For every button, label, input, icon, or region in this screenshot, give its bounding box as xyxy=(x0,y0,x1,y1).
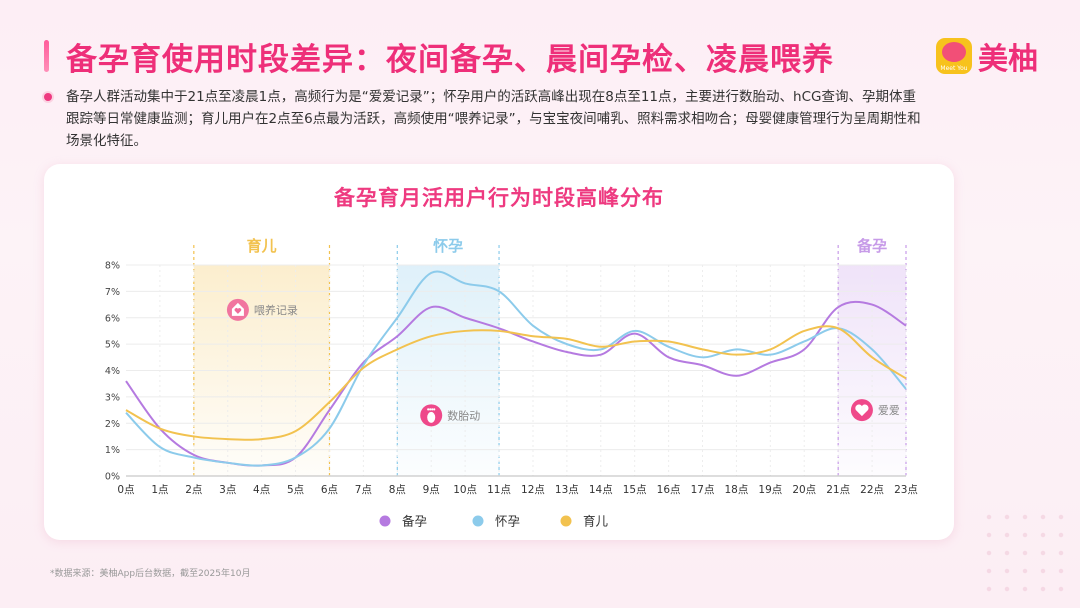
x-tick-label: 16点 xyxy=(657,484,681,496)
legend-swatch xyxy=(379,515,391,527)
chart-title: 备孕育月活用户行为时段高峰分布 xyxy=(334,186,664,210)
x-tick-label: 9点 xyxy=(423,484,440,496)
page-title: 备孕育使用时段差异：夜间备孕、晨间孕检、凌晨喂养 xyxy=(66,42,834,78)
legend-label: 怀孕 xyxy=(495,514,520,529)
x-tick-label: 23点 xyxy=(894,484,918,496)
x-tick-label: 4点 xyxy=(253,484,270,496)
y-tick-label: 3% xyxy=(105,392,120,403)
series-line xyxy=(125,325,907,441)
legend-swatch xyxy=(560,515,572,527)
y-tick-label: 0% xyxy=(105,472,120,483)
y-tick-label: 1% xyxy=(105,445,120,456)
foot-toe xyxy=(431,408,434,411)
x-tick-label: 11点 xyxy=(487,484,511,496)
foot-sole xyxy=(427,411,436,423)
foot-toe xyxy=(433,408,436,411)
y-tick-label: 8% xyxy=(105,261,120,272)
series-line xyxy=(125,270,907,467)
x-tick-label: 10点 xyxy=(453,484,477,496)
y-tick-label: 5% xyxy=(105,340,120,351)
x-tick-label: 15点 xyxy=(623,484,647,496)
brand-name: 美柚 xyxy=(978,42,1038,77)
x-tick-label: 22点 xyxy=(860,484,884,496)
x-tick-label: 12点 xyxy=(521,484,545,496)
band-label: 怀孕 xyxy=(433,237,463,255)
band-label: 备孕 xyxy=(856,237,887,255)
x-tick-label: 1点 xyxy=(151,484,168,496)
brand-small-text: Meet You xyxy=(940,65,968,72)
foot-toe xyxy=(429,408,432,411)
bullet-dot-icon xyxy=(44,93,52,101)
y-tick-label: 2% xyxy=(105,419,120,430)
x-tick-label: 3点 xyxy=(219,484,236,496)
x-tick-label: 14点 xyxy=(589,484,613,496)
x-tick-label: 21点 xyxy=(826,484,850,496)
x-tick-label: 19点 xyxy=(758,484,782,496)
x-tick-label: 20点 xyxy=(792,484,816,496)
data-source-note: *数据来源：美柚App后台数据，截至2025年10月 xyxy=(50,569,251,579)
x-tick-label: 8点 xyxy=(389,484,406,496)
small-heart xyxy=(234,308,242,314)
annotation-label: 爱爱 xyxy=(878,404,900,417)
x-tick-label: 6点 xyxy=(321,484,338,496)
summary-text: 备孕人群活动集中于21点至凌晨1点，高频行为是“爱爱记录”；怀孕用户的活跃高峰出… xyxy=(66,89,921,149)
x-tick-label: 2点 xyxy=(185,484,202,496)
foot-toe xyxy=(427,408,430,411)
y-tick-label: 6% xyxy=(105,313,120,324)
band-label: 育儿 xyxy=(247,237,277,255)
heart-shape xyxy=(855,404,869,417)
decor-dots xyxy=(980,508,1070,598)
x-tick-label: 0点 xyxy=(117,484,134,496)
annotation-label: 喂养记录 xyxy=(254,303,298,317)
legend-label: 备孕 xyxy=(402,514,427,529)
legend-swatch xyxy=(472,515,484,527)
brand-logo: Meet You 美柚 xyxy=(936,34,1038,78)
annotation-label: 数胎动 xyxy=(447,408,480,422)
legend-label: 育儿 xyxy=(583,514,609,529)
x-tick-label: 7点 xyxy=(355,484,372,496)
y-tick-label: 7% xyxy=(105,287,120,298)
x-tick-label: 5点 xyxy=(287,484,304,496)
grapefruit-icon: Meet You xyxy=(936,38,972,74)
x-tick-label: 17点 xyxy=(691,484,715,496)
title-accent-bar xyxy=(44,40,49,72)
y-tick-label: 4% xyxy=(105,366,120,377)
x-tick-label: 18点 xyxy=(724,484,748,496)
x-tick-label: 13点 xyxy=(555,484,579,496)
